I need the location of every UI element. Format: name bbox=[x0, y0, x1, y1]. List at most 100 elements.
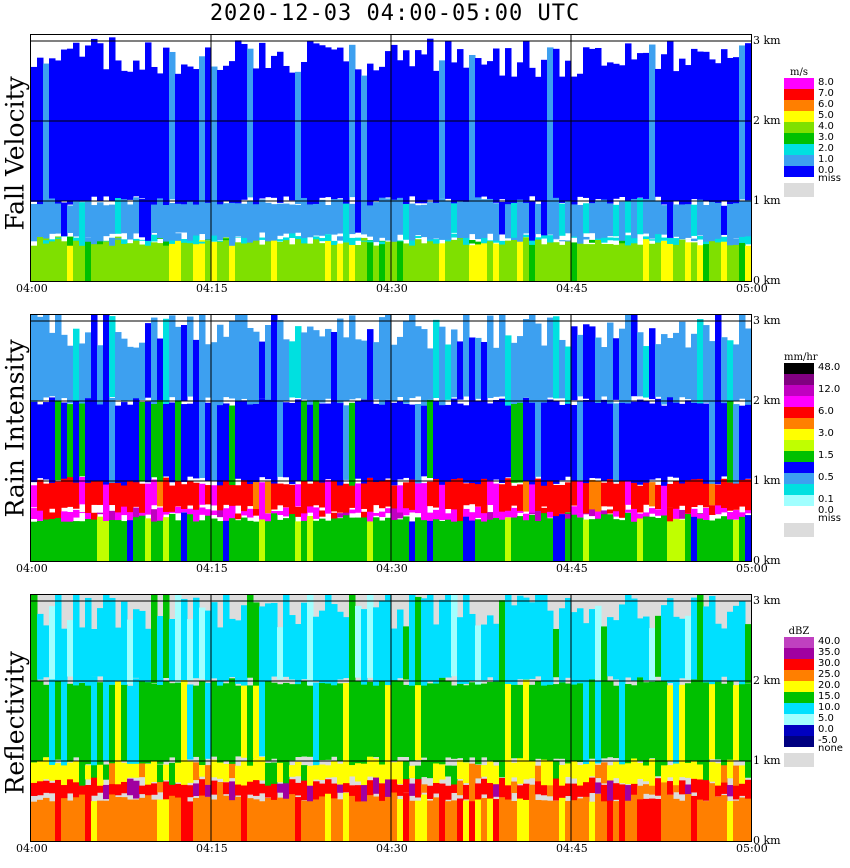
legend-label: 3.0 bbox=[818, 428, 834, 439]
heatmap-cell bbox=[715, 235, 722, 243]
heatmap-cell bbox=[349, 237, 356, 245]
heatmap-cell bbox=[541, 480, 548, 507]
heatmap-cell bbox=[181, 778, 188, 796]
heatmap-cell bbox=[457, 760, 464, 780]
heatmap-cell bbox=[385, 198, 392, 241]
heatmap-canvas bbox=[31, 595, 751, 841]
heatmap-cell bbox=[499, 315, 506, 397]
x-tick-label: 04:15 bbox=[196, 282, 228, 295]
heatmap-cell bbox=[613, 519, 620, 561]
heatmap-cell bbox=[67, 241, 74, 281]
heatmap-cell bbox=[31, 508, 38, 520]
heatmap-cell bbox=[439, 520, 446, 561]
heatmap-cell bbox=[331, 760, 338, 778]
heatmap-cell bbox=[151, 396, 158, 478]
heatmap-cell bbox=[247, 398, 254, 484]
heatmap-cell bbox=[505, 796, 512, 841]
heatmap-cell bbox=[145, 793, 152, 841]
y-tick-label: 3 km bbox=[753, 34, 781, 47]
heatmap-cell bbox=[457, 341, 464, 400]
heatmap-cell bbox=[517, 785, 524, 799]
heatmap-cell bbox=[421, 483, 428, 509]
heatmap-cell bbox=[511, 485, 518, 506]
heatmap-cell bbox=[379, 793, 386, 841]
heatmap-cell bbox=[43, 518, 50, 561]
heatmap-cell bbox=[685, 512, 692, 561]
heatmap-cell bbox=[469, 515, 476, 561]
y-tick-label: 1 km bbox=[753, 474, 781, 487]
heatmap-cell bbox=[307, 504, 314, 513]
panel-ylabel-fall-velocity: Fall Velocity bbox=[0, 76, 30, 231]
heatmap-cell bbox=[97, 516, 104, 561]
legend-label: 0.5 bbox=[818, 472, 834, 483]
heatmap-cell bbox=[73, 328, 80, 402]
heatmap-cell bbox=[595, 504, 602, 519]
heatmap-cell bbox=[565, 240, 572, 242]
heatmap-cell bbox=[469, 763, 476, 783]
heatmap-cell bbox=[211, 759, 218, 778]
heatmap-cell bbox=[283, 203, 290, 234]
heatmap-cell bbox=[733, 519, 740, 561]
heatmap-cell bbox=[439, 599, 446, 678]
heatmap-cell bbox=[727, 801, 734, 841]
heatmap-cell bbox=[205, 765, 212, 785]
heatmap-cell bbox=[547, 399, 554, 481]
heatmap-cell bbox=[217, 69, 224, 205]
heatmap-cell bbox=[499, 243, 506, 281]
heatmap-cell bbox=[67, 236, 74, 246]
heatmap-cell bbox=[403, 761, 410, 780]
heatmap-cell bbox=[331, 684, 338, 757]
heatmap-cell bbox=[139, 244, 146, 281]
heatmap-cell bbox=[445, 680, 452, 758]
heatmap-cell bbox=[703, 677, 710, 765]
heatmap-cell bbox=[241, 517, 248, 561]
heatmap-cell bbox=[73, 396, 80, 483]
heatmap-cell bbox=[361, 237, 368, 281]
heatmap-cell bbox=[211, 342, 218, 403]
heatmap-cell bbox=[637, 515, 644, 561]
heatmap-cell bbox=[199, 607, 206, 680]
heatmap-cell bbox=[271, 204, 278, 241]
heatmap-cell bbox=[193, 505, 200, 522]
heatmap-cell bbox=[553, 800, 560, 841]
heatmap-cell bbox=[337, 236, 344, 241]
heatmap-cell bbox=[217, 759, 224, 779]
heatmap-cell bbox=[703, 757, 710, 781]
heatmap-cell bbox=[151, 234, 158, 242]
heatmap-cell bbox=[571, 783, 578, 801]
legend-label: 6.0 bbox=[818, 99, 834, 110]
heatmap-cell bbox=[151, 683, 158, 761]
heatmap-cell bbox=[97, 608, 104, 677]
heatmap-cell bbox=[109, 397, 116, 483]
heatmap-cell bbox=[625, 785, 632, 801]
heatmap-cell bbox=[73, 478, 80, 509]
heatmap-cell bbox=[85, 240, 92, 281]
heatmap-cell bbox=[565, 482, 572, 513]
heatmap-cell bbox=[727, 238, 734, 246]
heatmap-cell bbox=[565, 401, 572, 477]
heatmap-cell bbox=[547, 476, 554, 512]
heatmap-cell bbox=[319, 199, 326, 236]
heatmap-cell bbox=[655, 509, 662, 516]
heatmap-cell bbox=[571, 404, 578, 481]
heatmap-cell bbox=[487, 198, 494, 234]
heatmap-cell bbox=[583, 47, 590, 198]
heatmap-cell bbox=[301, 519, 308, 561]
heatmap-cell bbox=[91, 515, 98, 561]
heatmap-cell bbox=[85, 45, 92, 201]
legend-entry: 6.0 bbox=[784, 406, 846, 418]
heatmap-cell bbox=[157, 519, 164, 561]
heatmap-cell bbox=[295, 71, 302, 205]
heatmap-cell bbox=[373, 684, 380, 758]
heatmap-cell bbox=[133, 238, 140, 241]
heatmap-cell bbox=[271, 236, 278, 281]
heatmap-cell bbox=[91, 38, 98, 197]
legend-entry: 0.0 bbox=[784, 505, 846, 517]
heatmap-cell bbox=[703, 606, 710, 683]
heatmap-cell bbox=[673, 758, 680, 786]
heatmap-cell bbox=[727, 611, 734, 681]
heatmap-cell bbox=[139, 513, 146, 561]
heatmap-cell bbox=[49, 677, 56, 765]
heatmap-cell bbox=[271, 779, 278, 800]
heatmap-cell bbox=[247, 520, 254, 561]
